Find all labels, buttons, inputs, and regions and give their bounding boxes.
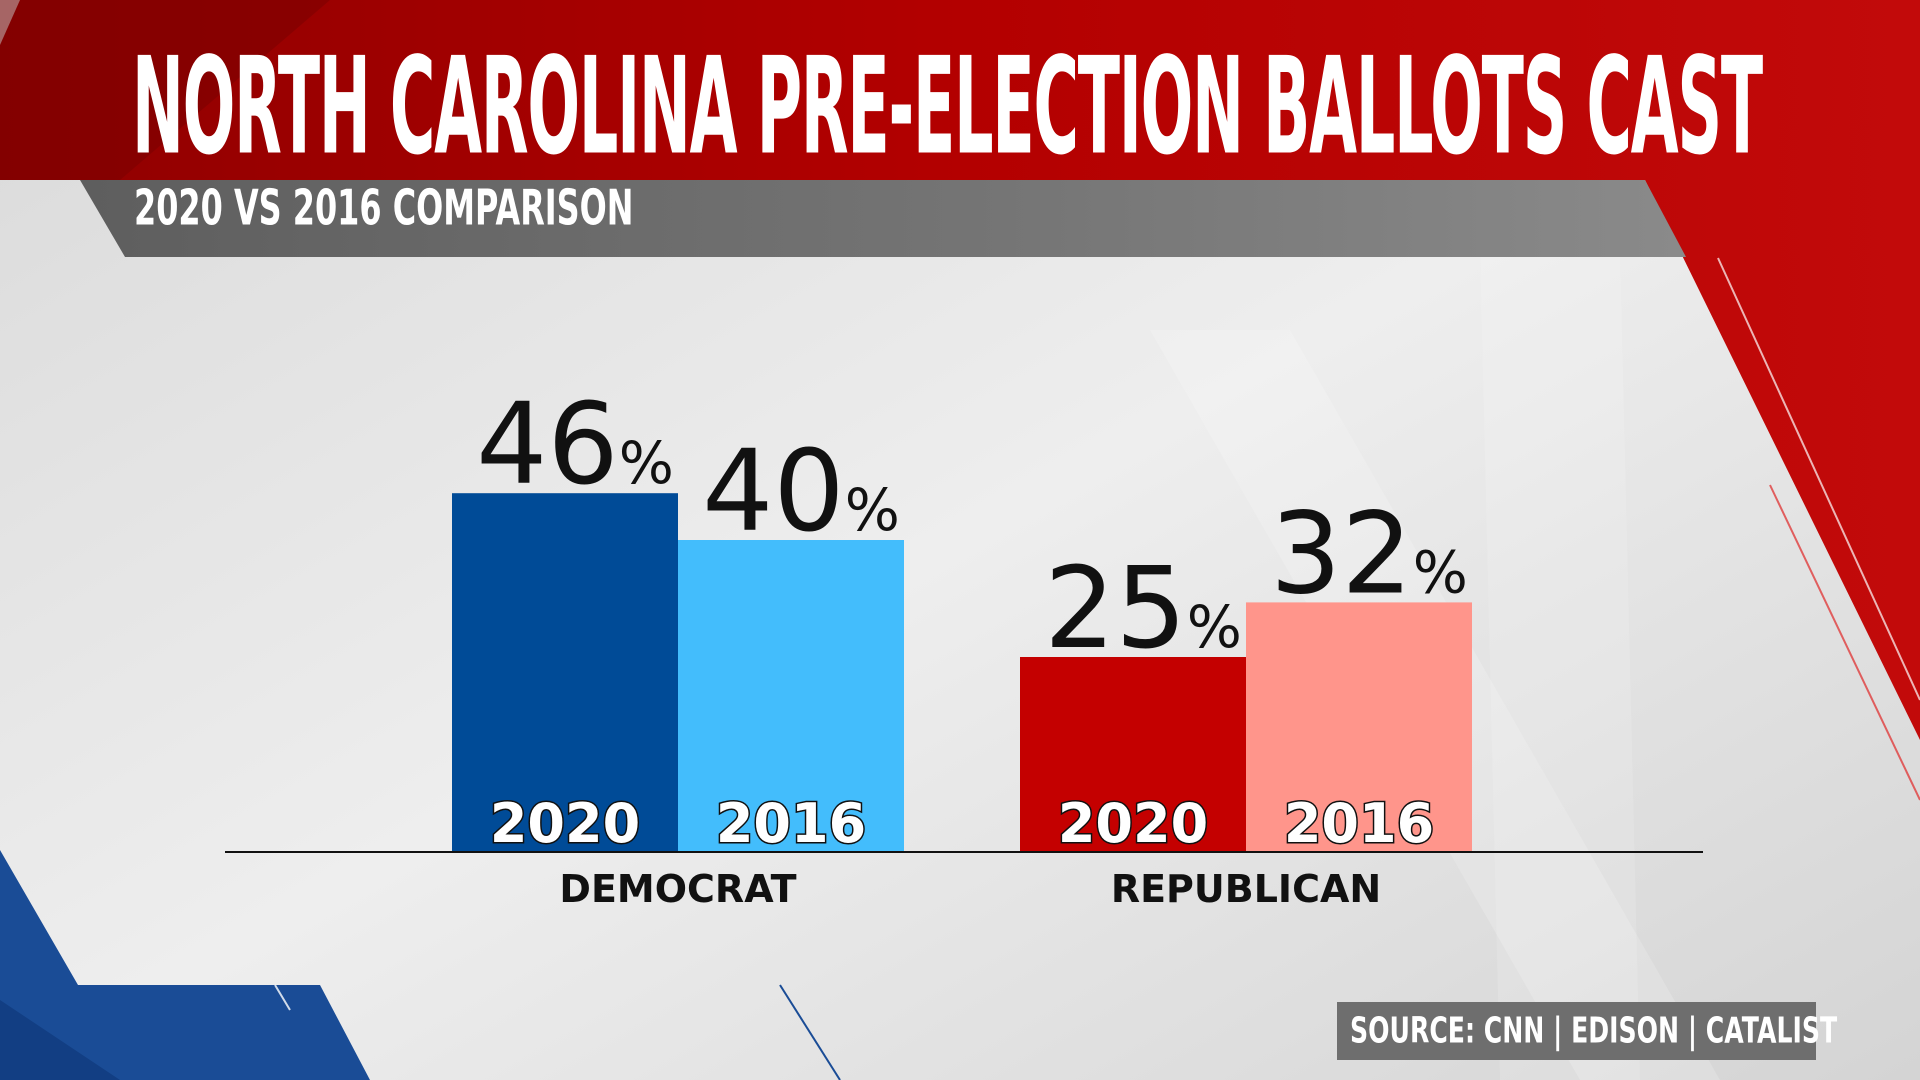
category-label: DEMOCRAT (559, 867, 796, 911)
source-text: SOURCE: CNN | EDISON | CATALIST (1350, 1009, 1838, 1052)
corner-accent (0, 0, 20, 45)
bar-democrat-2016 (678, 540, 904, 852)
bar-republican-2016 (1246, 602, 1472, 852)
bar-republican-2020 (1020, 657, 1246, 852)
data-label: 25% (1044, 544, 1242, 674)
accent-line (274, 984, 291, 1011)
header-shadow (0, 0, 330, 180)
footer-blue-band (0, 850, 370, 1080)
accent-line (779, 984, 841, 1080)
watermark-stroke (1480, 250, 1640, 1080)
bar-year-label: 2016 (1284, 792, 1434, 855)
bar-year-label: 2020 (1058, 792, 1208, 855)
data-label: 40% (702, 427, 900, 557)
category-label: REPUBLICAN (1111, 867, 1381, 911)
bar-year-label: 2020 (490, 792, 640, 855)
source-badge (1337, 1002, 1816, 1060)
accent-line (1717, 257, 1920, 701)
bar-democrat-2020 (452, 493, 678, 852)
page-title: NORTH CAROLINA PRE-ELECTION BALLOTS CAST (132, 27, 1763, 185)
data-label: 32% (1270, 489, 1468, 619)
data-label: 46% (476, 380, 674, 510)
footer-blue-shadow (0, 1000, 120, 1080)
page-subtitle: 2020 VS 2016 COMPARISON (134, 179, 634, 237)
subtitle-bar (80, 180, 1686, 257)
bar-year-label: 2016 (716, 792, 866, 855)
accent-line (1769, 484, 1920, 801)
